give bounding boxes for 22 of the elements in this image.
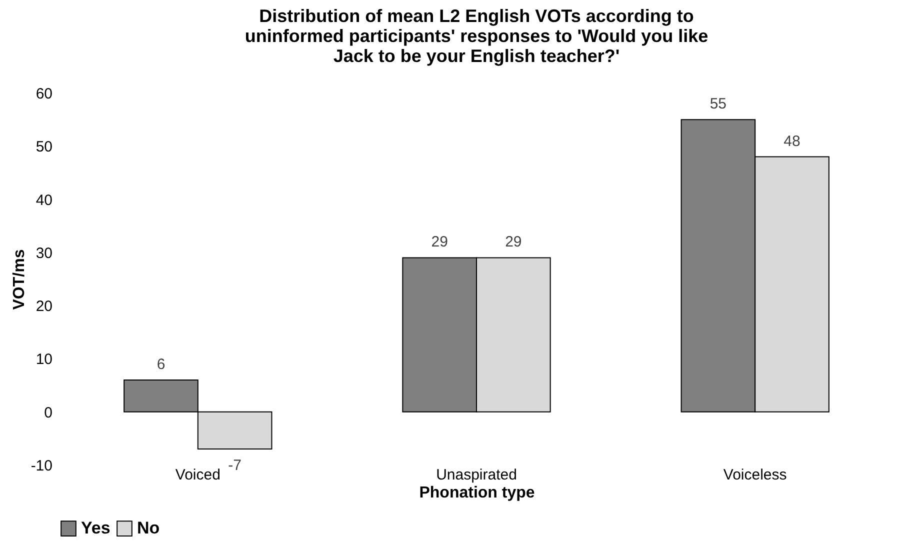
x-tick-label: Unaspirated	[436, 466, 517, 484]
y-tick-label: 30	[36, 244, 52, 262]
data-label: 29	[431, 234, 448, 251]
y-tick-label: 20	[36, 298, 52, 316]
legend-label: No	[137, 518, 160, 538]
y-tick-label: 50	[36, 138, 52, 156]
data-label: 55	[710, 96, 727, 113]
y-tick-label: 40	[36, 192, 52, 209]
y-tick-label: 60	[36, 86, 52, 102]
y-axis-title: VOT/ms	[10, 249, 28, 310]
y-tick-label: 0	[44, 404, 52, 422]
x-tick-label: Voiceless	[723, 466, 787, 484]
y-tick-label: -10	[30, 458, 52, 474]
x-tick-label: Voiced	[175, 466, 220, 484]
y-tick-label: 10	[36, 351, 52, 368]
data-label: 6	[156, 356, 166, 373]
legend-label: Yes	[81, 518, 110, 538]
data-label: -7	[228, 457, 242, 474]
chart-title: Distribution of mean L2 English VOTs according to uninformed participants' responses to 'Would you like Jack to be your English teacher?'	[244, 6, 708, 66]
x-axis-title: Phonation type	[419, 484, 535, 502]
data-label: 48	[784, 132, 800, 150]
data-label: 29	[505, 234, 522, 251]
